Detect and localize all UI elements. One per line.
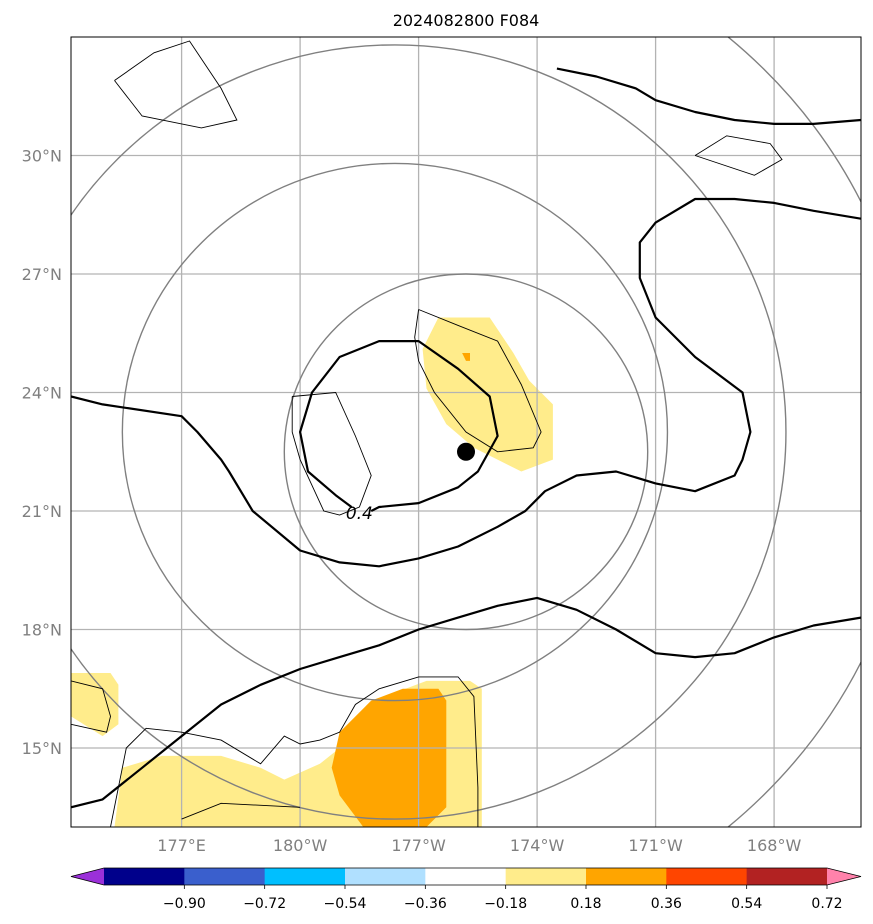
colorbar-tick-label: 0.72 [811, 896, 842, 912]
colorbar-segment [345, 868, 426, 885]
lon-tick-label: 168°W [747, 836, 802, 855]
colorbar-segment [666, 868, 748, 885]
colorbar-tick-label: −0.90 [163, 896, 206, 912]
colorbar-segment [184, 868, 266, 885]
colorbar: −0.90 −0.72 −0.54 −0.36 −0.18 0.18 0.36 0.54 0.7… [70, 867, 862, 912]
colorbar-outline [70, 867, 862, 886]
lat-tick-label: 15°N [22, 739, 62, 758]
contour-label: 0.4 [346, 504, 373, 524]
thin-contour-2 [291, 392, 372, 516]
thick-contour-1 [71, 596, 861, 809]
colorbar-tick-label: 0.36 [651, 896, 682, 912]
chart-title: 2024082800 F084 [393, 11, 540, 30]
colorbar-extend-max [827, 868, 861, 885]
lat-tick-label: 21°N [22, 502, 62, 521]
thin-contour-0 [114, 40, 238, 129]
thin-contour-5 [110, 676, 479, 827]
lon-tick-label: 177°E [157, 836, 206, 855]
axis-ticks: 15°N 18°N 21°N 24°N 27°N 30°N 177°E 180°W 177°W 1… [22, 147, 802, 856]
shaded-region-0 [126, 64, 233, 132]
shaded-region-7 [462, 353, 470, 361]
thin-contour-6 [181, 802, 301, 820]
colorbar-tick-label: −0.54 [324, 896, 367, 912]
lon-tick-label: 177°W [391, 836, 446, 855]
colorbar-tick-label: −0.72 [243, 896, 286, 912]
thick-contour-0 [71, 197, 861, 568]
colorbar-extend-min [71, 868, 104, 885]
pressure-contour-2 [71, 44, 787, 820]
colorbar-segment [104, 868, 185, 885]
colorbar-tick-label: −0.18 [484, 896, 527, 912]
map-frame [70, 36, 862, 828]
shaded-region-2 [292, 396, 360, 523]
colorbar-tick-label: −0.36 [404, 896, 447, 912]
colorbar-segment [505, 868, 587, 885]
shaded-region-4 [71, 673, 119, 737]
storm-center-marker [457, 442, 475, 461]
colorbar-segment [746, 868, 828, 885]
thick-contour-2 [299, 340, 499, 512]
lat-tick-label: 27°N [22, 265, 62, 284]
thin-contour-4 [71, 680, 111, 733]
colorbar-segment [425, 868, 507, 885]
colorbar-segment [264, 868, 346, 885]
shaded-region-6 [331, 688, 447, 827]
pressure-contour-0 [283, 273, 649, 631]
pressure-contour-1 [121, 162, 669, 702]
colorbar-tick-label: 0.54 [731, 896, 762, 912]
colorbar-tick-label: 0.18 [570, 896, 601, 912]
lat-tick-label: 30°N [22, 147, 62, 166]
lon-tick-label: 180°W [273, 836, 328, 855]
thick-contour-3 [556, 67, 861, 126]
lat-tick-label: 18°N [22, 621, 62, 640]
colorbar-segment [586, 868, 667, 885]
lat-tick-label: 24°N [22, 384, 62, 403]
lon-tick-label: 174°W [510, 836, 565, 855]
thin-contour-1 [694, 135, 783, 176]
lon-tick-label: 171°W [628, 836, 683, 855]
thin-contour-3 [414, 309, 542, 453]
